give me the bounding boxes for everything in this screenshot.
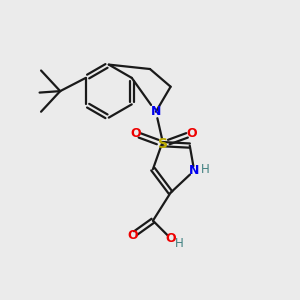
Text: O: O [186,127,196,140]
Text: N: N [151,105,161,118]
Text: N: N [189,164,200,177]
Text: S: S [158,137,168,151]
Text: H: H [201,163,210,176]
Text: O: O [127,229,138,242]
Text: O: O [165,232,176,245]
Text: H: H [175,237,183,250]
Text: O: O [130,127,141,140]
